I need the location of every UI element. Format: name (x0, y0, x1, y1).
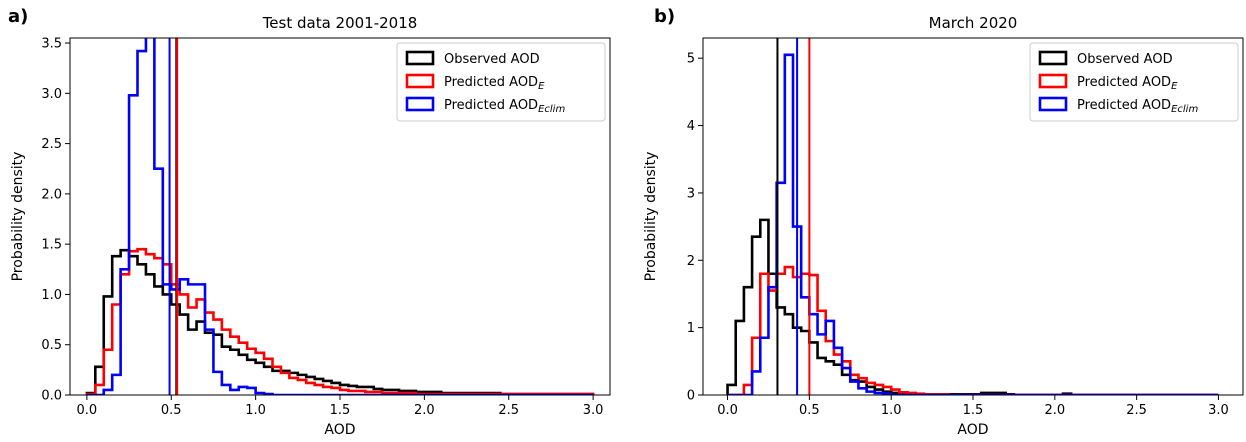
y-tick-label: 0.0 (41, 389, 62, 404)
y-tick-label: 2.0 (41, 187, 62, 202)
legend-frame (1029, 42, 1239, 122)
x-tick-label: 0.0 (77, 403, 98, 418)
y-tick-label: 1.0 (41, 288, 62, 303)
legend-swatch-2 (405, 96, 435, 112)
y-tick-label: 0.5 (41, 338, 62, 353)
y-tick-label: 1 (687, 321, 695, 336)
plot-area (726, 38, 1219, 395)
legend-label-text: Predicted AOD (444, 98, 538, 113)
y-tick-label: 4 (687, 119, 695, 134)
histogram-series-2 (727, 53, 1219, 395)
x-tick-label: 2.0 (1044, 403, 1065, 418)
legend-label-subscript: E (1171, 81, 1178, 92)
legend-swatch-1 (1038, 73, 1068, 89)
x-tick-label: 0.0 (717, 403, 738, 418)
legend-label-2: Predicted AODEclim (444, 98, 565, 115)
x-axis-label: AOD (957, 422, 988, 438)
y-tick-label: 5 (687, 52, 695, 67)
y-tick-label: 1.5 (41, 238, 62, 253)
legend-label-text: Predicted AOD (1077, 75, 1171, 90)
legend-label-text: Observed AOD (1077, 52, 1173, 67)
chart-title: March 2020 (929, 14, 1018, 32)
legend-swatch-0 (405, 50, 435, 66)
legend-label-text: Predicted AOD (444, 75, 538, 90)
y-axis-label: Probability density (10, 152, 26, 282)
panel-label: b) (654, 6, 675, 27)
x-tick-label: 0.5 (799, 403, 820, 418)
y-tick-label: 3.0 (41, 87, 62, 102)
x-tick-label: 2.0 (414, 403, 435, 418)
x-tick-label: 0.5 (161, 403, 182, 418)
y-tick-label: 3.5 (41, 37, 62, 52)
x-tick-label: 3.0 (1208, 403, 1229, 418)
x-tick-label: 1.0 (245, 403, 266, 418)
x-axis-label: AOD (324, 422, 355, 438)
chart-title: Test data 2001-2018 (262, 14, 418, 32)
chart-panel-0: 0.0 0.5 1.0 1.5 2.0 2.5 3.0 0.0 0.5 1.0 1.5 2.0 2.5 3… (8, 6, 611, 438)
legend-label-text: Observed AOD (444, 52, 540, 67)
x-tick-label: 1.0 (881, 403, 902, 418)
y-tick-label: 3 (687, 186, 695, 201)
panel-label: a) (8, 6, 28, 27)
y-tick-label: 0 (687, 389, 695, 404)
y-tick-label: 2.5 (41, 137, 62, 152)
legend-label-subscript: Eclim (538, 104, 565, 115)
legend-label-text: Predicted AOD (1077, 98, 1171, 113)
x-tick-label: 2.5 (1126, 403, 1147, 418)
legend-label-subscript: Eclim (1171, 104, 1198, 115)
x-tick-label: 3.0 (583, 403, 604, 418)
legend-label-0: Observed AOD (1077, 52, 1173, 67)
legend-label-2: Predicted AODEclim (1077, 98, 1198, 115)
chart-panel-1: 0.0 0.5 1.0 1.5 2.0 2.5 3.0 0 1 2 3 4 5 AOD Probabilit… (643, 6, 1244, 438)
legend-label-1: Predicted AODE (1077, 75, 1178, 92)
legend-label-0: Observed AOD (444, 52, 540, 67)
x-tick-label: 1.5 (330, 403, 351, 418)
histogram-series-2 (86, 38, 594, 395)
y-axis-label: Probability density (643, 152, 659, 282)
x-tick-label: 2.5 (498, 403, 519, 418)
legend-frame (396, 42, 606, 122)
legend-label-subscript: E (538, 81, 545, 92)
legend-swatch-1 (405, 73, 435, 89)
y-tick-label: 2 (687, 254, 695, 269)
legend-swatch-2 (1038, 96, 1068, 112)
histogram-series-1 (727, 265, 1219, 395)
legend-swatch-0 (1038, 50, 1068, 66)
legend-label-1: Predicted AODE (444, 75, 545, 92)
plot-area (85, 38, 595, 395)
x-tick-label: 1.5 (963, 403, 984, 418)
